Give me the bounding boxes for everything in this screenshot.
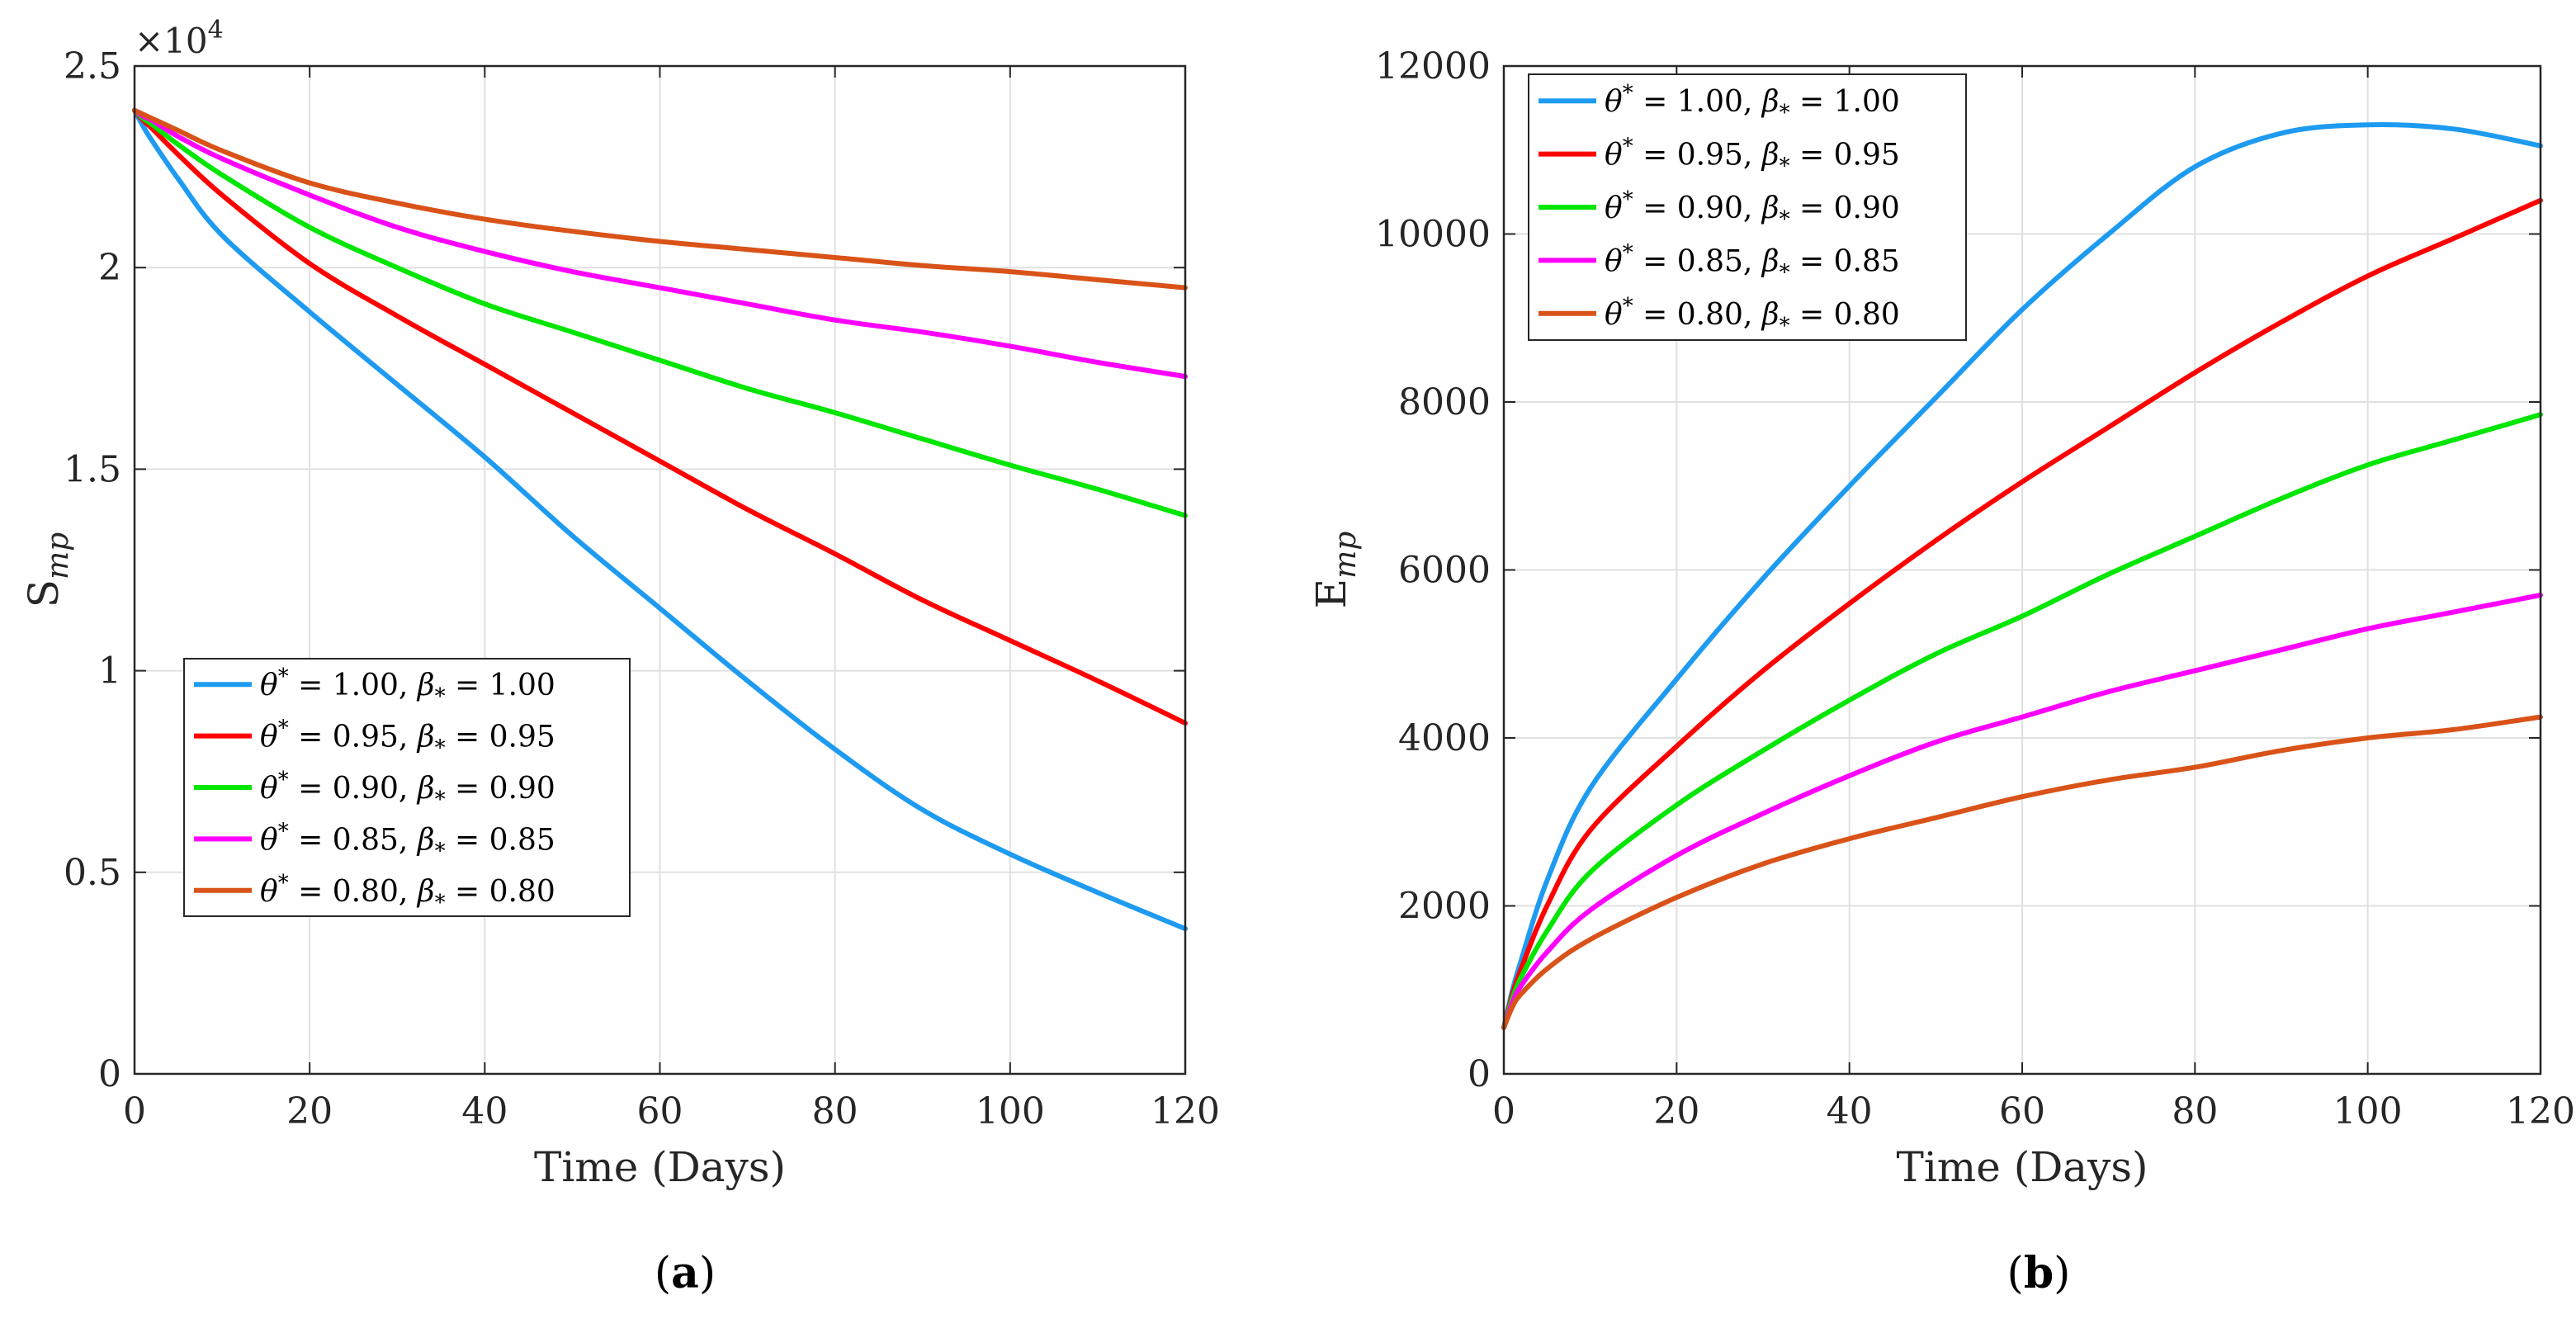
x-tick-label: 0 [1492,1090,1515,1132]
x-tick-label: 120 [2506,1090,2575,1132]
legend-box [183,658,631,917]
legend-label: θ* = 1.00, β* = 1.00 [260,664,555,709]
x-tick-label: 60 [637,1090,683,1132]
legend-label: θ* = 0.80, β* = 0.80 [1605,294,1900,338]
x-tick-label: 60 [1999,1090,2045,1132]
legend-label: θ* = 0.95, β* = 0.95 [260,716,555,761]
axes-frame [1502,64,2542,1076]
y-exponent-label: ×104 [135,16,224,61]
legend-label: θ* = 0.90, β* = 0.90 [260,768,555,812]
panel-caption: (b) [2007,1248,2071,1298]
y-tick-label: 0 [1468,1053,1491,1095]
y-tick-label: 1.5 [64,448,121,490]
legend-label: θ* = 0.90, β* = 0.90 [1605,187,1900,232]
legend-label: θ* = 0.80, β* = 0.80 [260,871,555,915]
series-line-2 [132,107,1188,726]
series-line-5 [132,107,1188,291]
x-tick-label: 80 [812,1090,858,1132]
y-tick-label: 2 [98,247,121,289]
y-tick-label: 2000 [1398,886,1491,928]
y-axis-label: Emp [1307,532,1363,609]
x-tick-label: 100 [976,1090,1045,1132]
x-axis-label: Time (Days) [534,1143,786,1191]
x-axis-label: Time (Days) [1896,1143,2148,1191]
series-line-4 [132,107,1188,380]
series-line-5 [1501,714,2543,1030]
series-line-4 [1501,593,2543,1030]
legend: θ* = 1.00, β* = 1.00 θ* = 0.95, β* = 0.95… [1528,73,1967,341]
y-tick-label: 6000 [1398,550,1491,592]
chart-panel-b: 0 20 40 60 80 100 120 0 2000 4000 6000 8000 10000 120… [1307,45,2575,1298]
y-tick-label: 0 [98,1053,121,1095]
chart-panel-a: 0 20 40 60 80 100 120 0 0.5 1 1.5 2 2.5 ×104 Time (Day… [20,16,1220,1298]
x-tick-label: 20 [286,1090,333,1132]
x-tick-label: 40 [1827,1090,1873,1132]
y-axis-label: Smp [20,532,75,608]
series-line-1 [1501,122,2543,1030]
x-tick-label: 100 [2333,1090,2403,1132]
series-line-3 [1501,412,2543,1030]
y-tick-label: 1 [98,650,121,693]
y-tick-label: 2.5 [64,45,121,87]
x-tick-label: 20 [1653,1090,1699,1132]
x-tick-label: 120 [1151,1090,1220,1132]
y-tick-label: 0.5 [64,852,121,894]
y-tick-label: 8000 [1398,381,1491,423]
axes-frame [133,64,1187,1076]
y-tick-label: 10000 [1375,214,1491,256]
x-tick-label: 0 [123,1090,146,1132]
legend: θ* = 1.00, β* = 1.00 θ* = 0.95, β* = 0.95… [183,658,631,917]
x-tick-label: 80 [2172,1090,2218,1132]
x-tick-label: 40 [461,1090,508,1132]
legend-label: θ* = 1.00, β* = 1.00 [1605,81,1900,125]
series-line-2 [1501,197,2543,1030]
series-line-1 [132,107,1188,932]
panel-caption: (a) [655,1248,716,1298]
legend-label: θ* = 0.85, β* = 0.85 [260,819,555,863]
legend-label: θ* = 0.95, β* = 0.95 [1605,135,1900,179]
legend-label: θ* = 0.85, β* = 0.85 [1605,240,1900,285]
y-tick-label: 4000 [1398,717,1491,759]
series-line-3 [132,107,1188,518]
legend-box [1528,73,1967,341]
y-tick-label: 12000 [1375,45,1491,87]
